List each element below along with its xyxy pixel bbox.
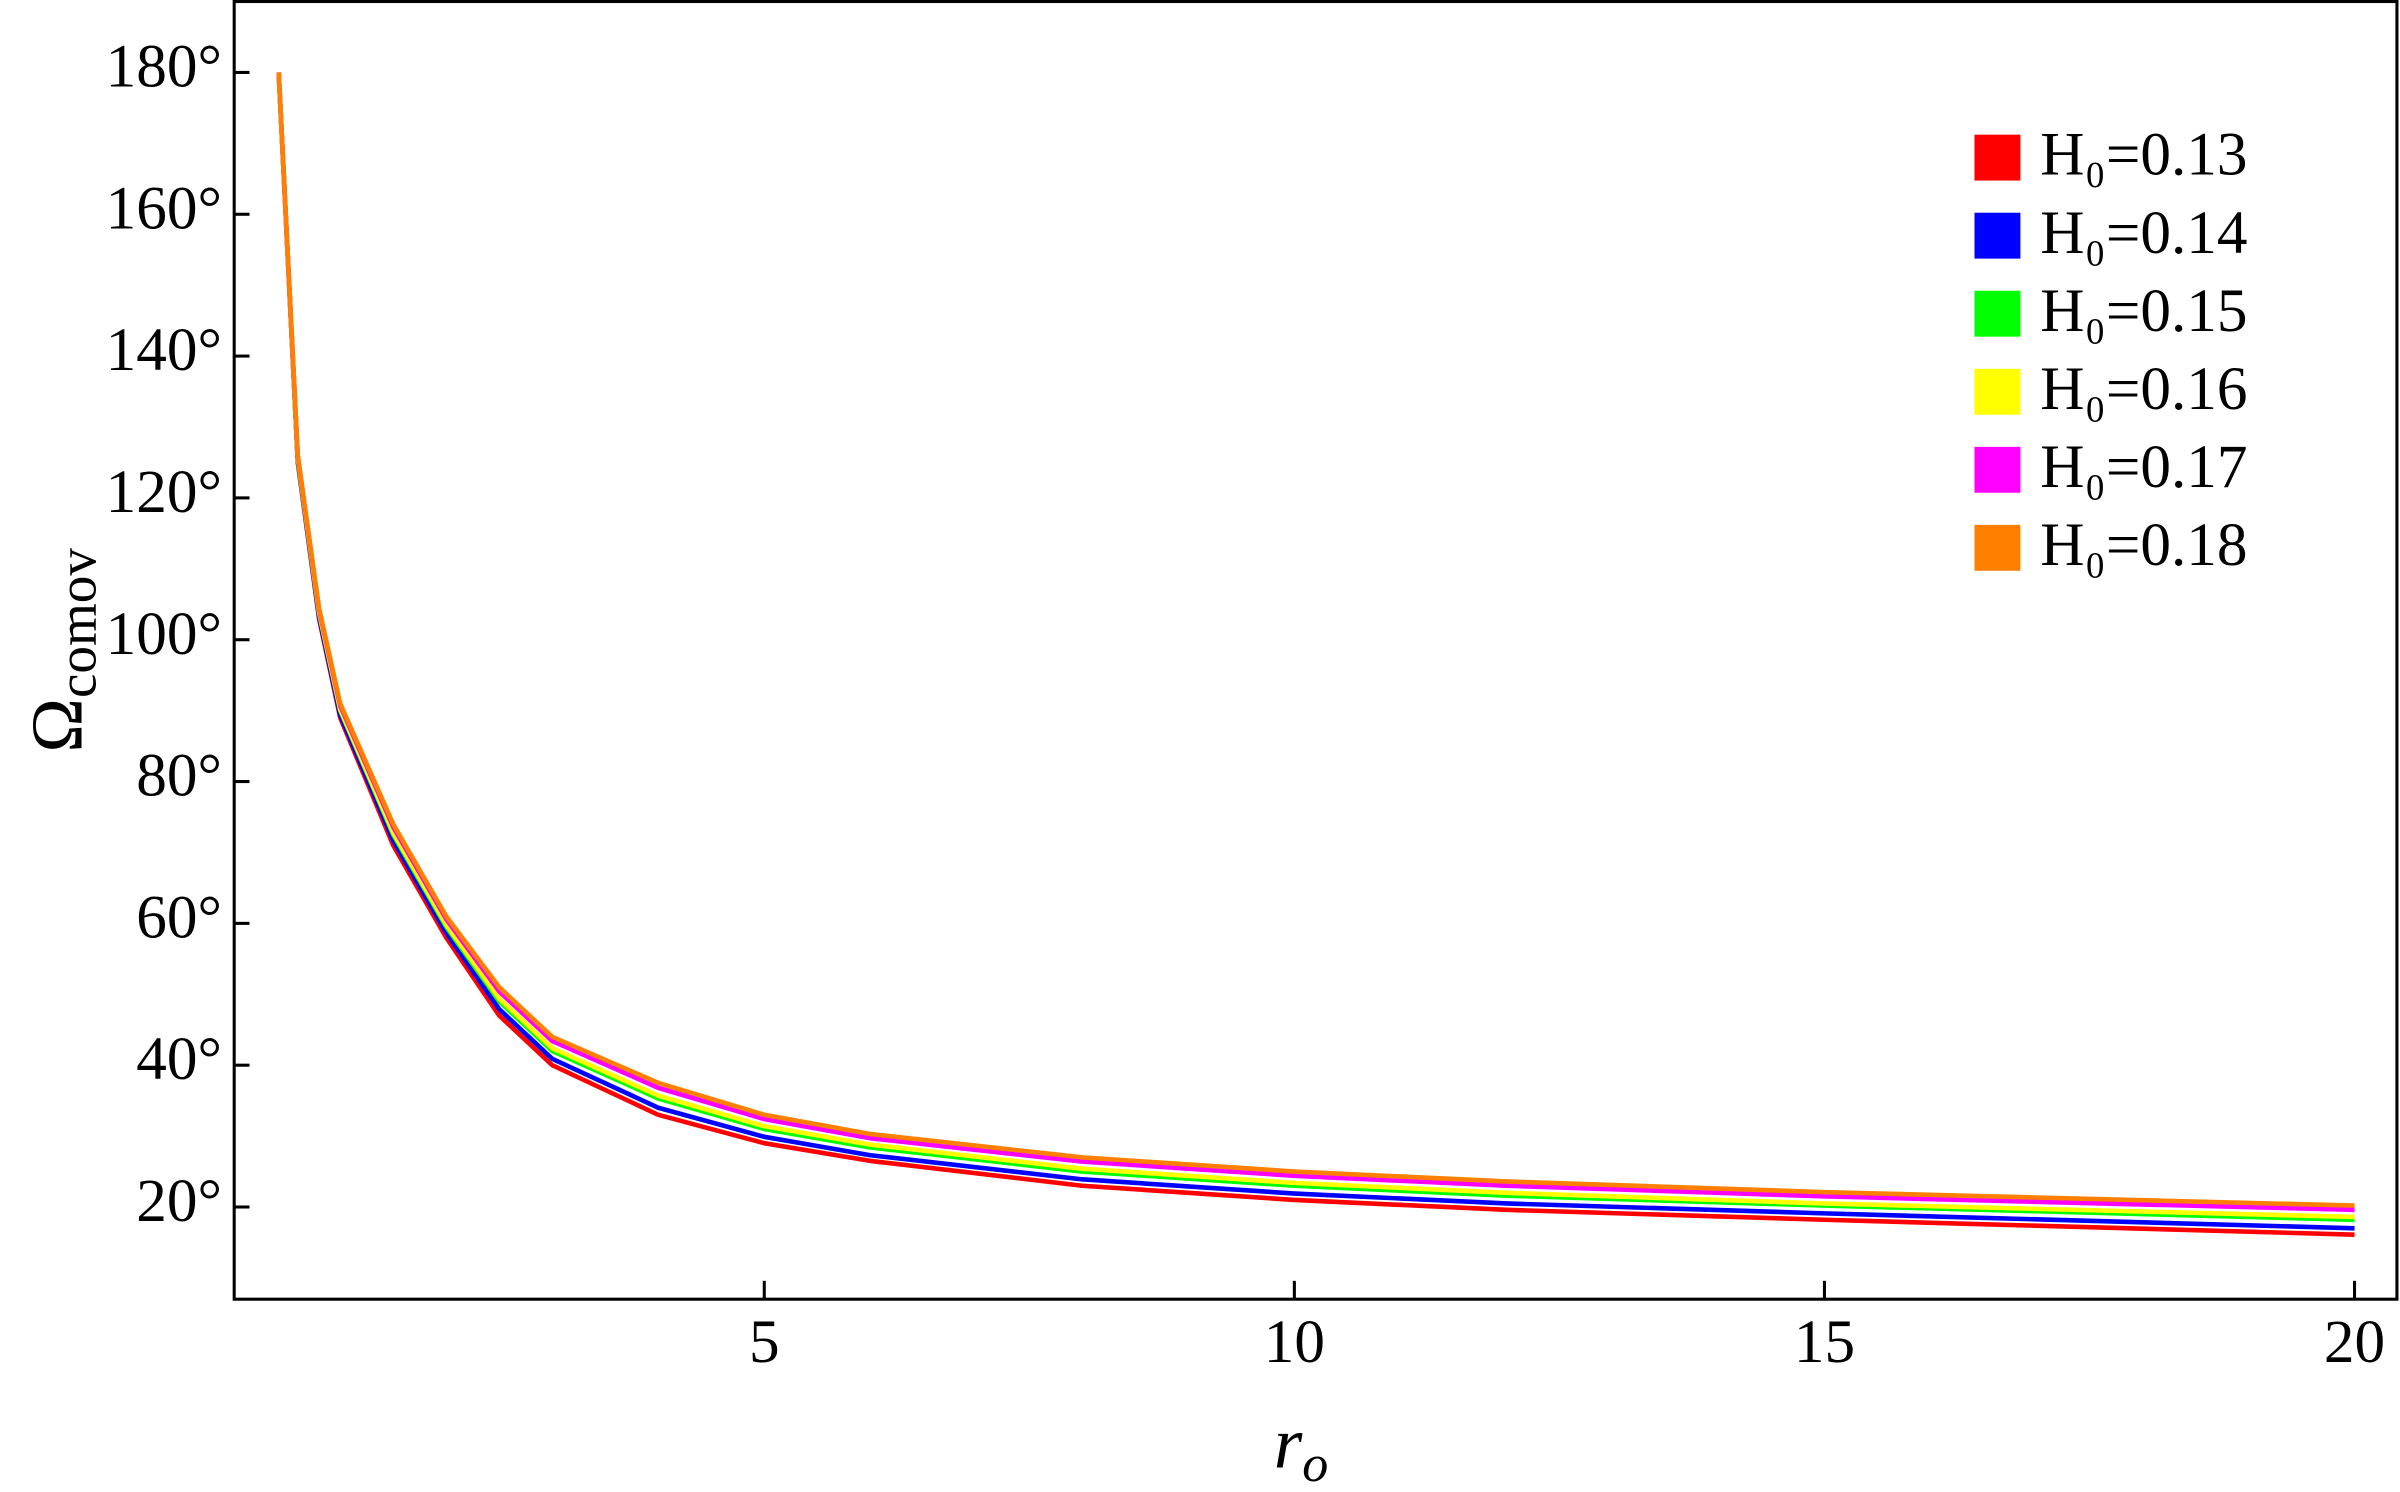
x-label-symbol: r (1274, 1403, 1303, 1484)
y-label-subscript: comov (46, 548, 107, 698)
y-tick-label: 160° (106, 174, 222, 242)
x-axis-label: ro (1274, 1403, 1329, 1492)
x-label-subscript: o (1302, 1436, 1328, 1492)
legend-swatch (1974, 290, 2021, 337)
legend-swatch (1974, 212, 2021, 259)
y-tick-label: 120° (106, 458, 222, 526)
legend-swatch (1974, 446, 2021, 493)
legend-label: H₀=0.18 (2040, 511, 2247, 579)
y-tick-label: 20° (136, 1167, 222, 1235)
legend-label: H₀=0.13 (2040, 121, 2247, 189)
plot-frame (232, 0, 2399, 1301)
legend-swatch (1974, 134, 2021, 181)
legend-label: H₀=0.17 (2040, 433, 2247, 501)
y-label-symbol: Ω (16, 698, 97, 753)
y-tick-label: 180° (106, 32, 222, 100)
legend-label: H₀=0.14 (2040, 199, 2247, 267)
y-axis-label: Ωcomov (16, 548, 107, 753)
y-tick-label: 100° (106, 600, 222, 668)
y-tick-label: 80° (136, 742, 222, 810)
legend-swatch (1974, 368, 2021, 415)
legend-swatch (1974, 524, 2021, 571)
x-tick-label: 5 (749, 1308, 780, 1376)
legend-label: H₀=0.15 (2040, 277, 2247, 345)
x-tick-label: 20 (2324, 1308, 2385, 1376)
y-tick-label: 140° (106, 316, 222, 384)
x-tick-label: 15 (1794, 1308, 1855, 1376)
y-tick-label: 40° (136, 1025, 222, 1093)
y-tick-label: 60° (136, 883, 222, 951)
legend-label: H₀=0.16 (2040, 355, 2247, 423)
series-line (276, 72, 2355, 1208)
x-tick-label: 10 (1264, 1308, 1325, 1376)
